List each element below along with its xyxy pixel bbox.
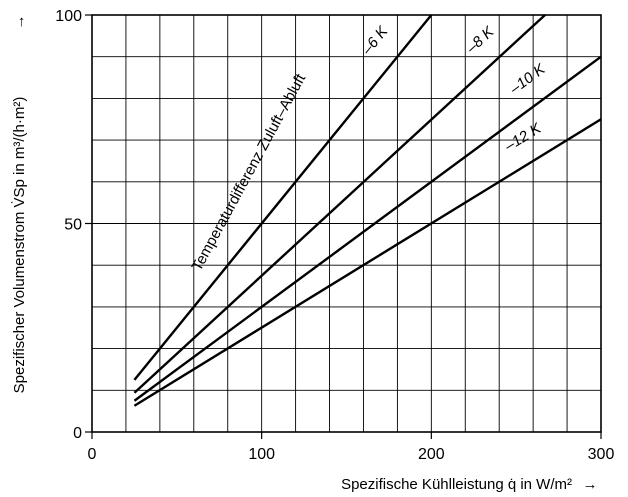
series-line [133,14,546,394]
y-axis-arrow: → [11,15,28,30]
series-label: –8 K [462,23,498,58]
series-line [133,118,602,407]
plot-frame [85,14,602,439]
series-lines: –6 K –8 K–10 K–12 K [133,14,602,407]
series-label: –10 K [506,60,549,98]
annotation-temperature-difference: Temperaturdifferenz Zuluft–Abluft [189,70,310,274]
x-tick-label: 300 [588,446,615,463]
tick-labels: 0 100 200 300 0 50 100 [55,8,614,463]
x-tick-label: 100 [248,446,275,463]
y-axis-title: Spezifischer Volumenstrom V̇Sp in m³/(h·… [11,97,28,394]
y-tick-label: 50 [64,217,82,234]
x-axis-title: Spezifische Kühlleistung q̇ in W/m² [341,476,572,493]
series-line [133,55,602,402]
x-axis-arrow: → [583,476,598,493]
x-tick-label: 200 [418,446,445,463]
grid [92,15,601,432]
series-line [133,14,433,381]
y-tick-label: 0 [73,425,82,442]
y-tick-label: 100 [55,8,82,25]
x-tick-label: 0 [88,446,97,463]
